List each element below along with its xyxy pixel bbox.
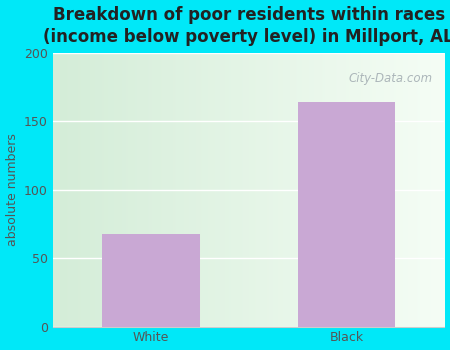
Bar (297, 102, 396, 327)
Y-axis label: absolute numbers: absolute numbers (5, 133, 18, 246)
Bar (102, 233, 200, 327)
Text: City-Data.com: City-Data.com (349, 72, 433, 85)
Title: Breakdown of poor residents within races
(income below poverty level) in Millpor: Breakdown of poor residents within races… (43, 6, 450, 46)
